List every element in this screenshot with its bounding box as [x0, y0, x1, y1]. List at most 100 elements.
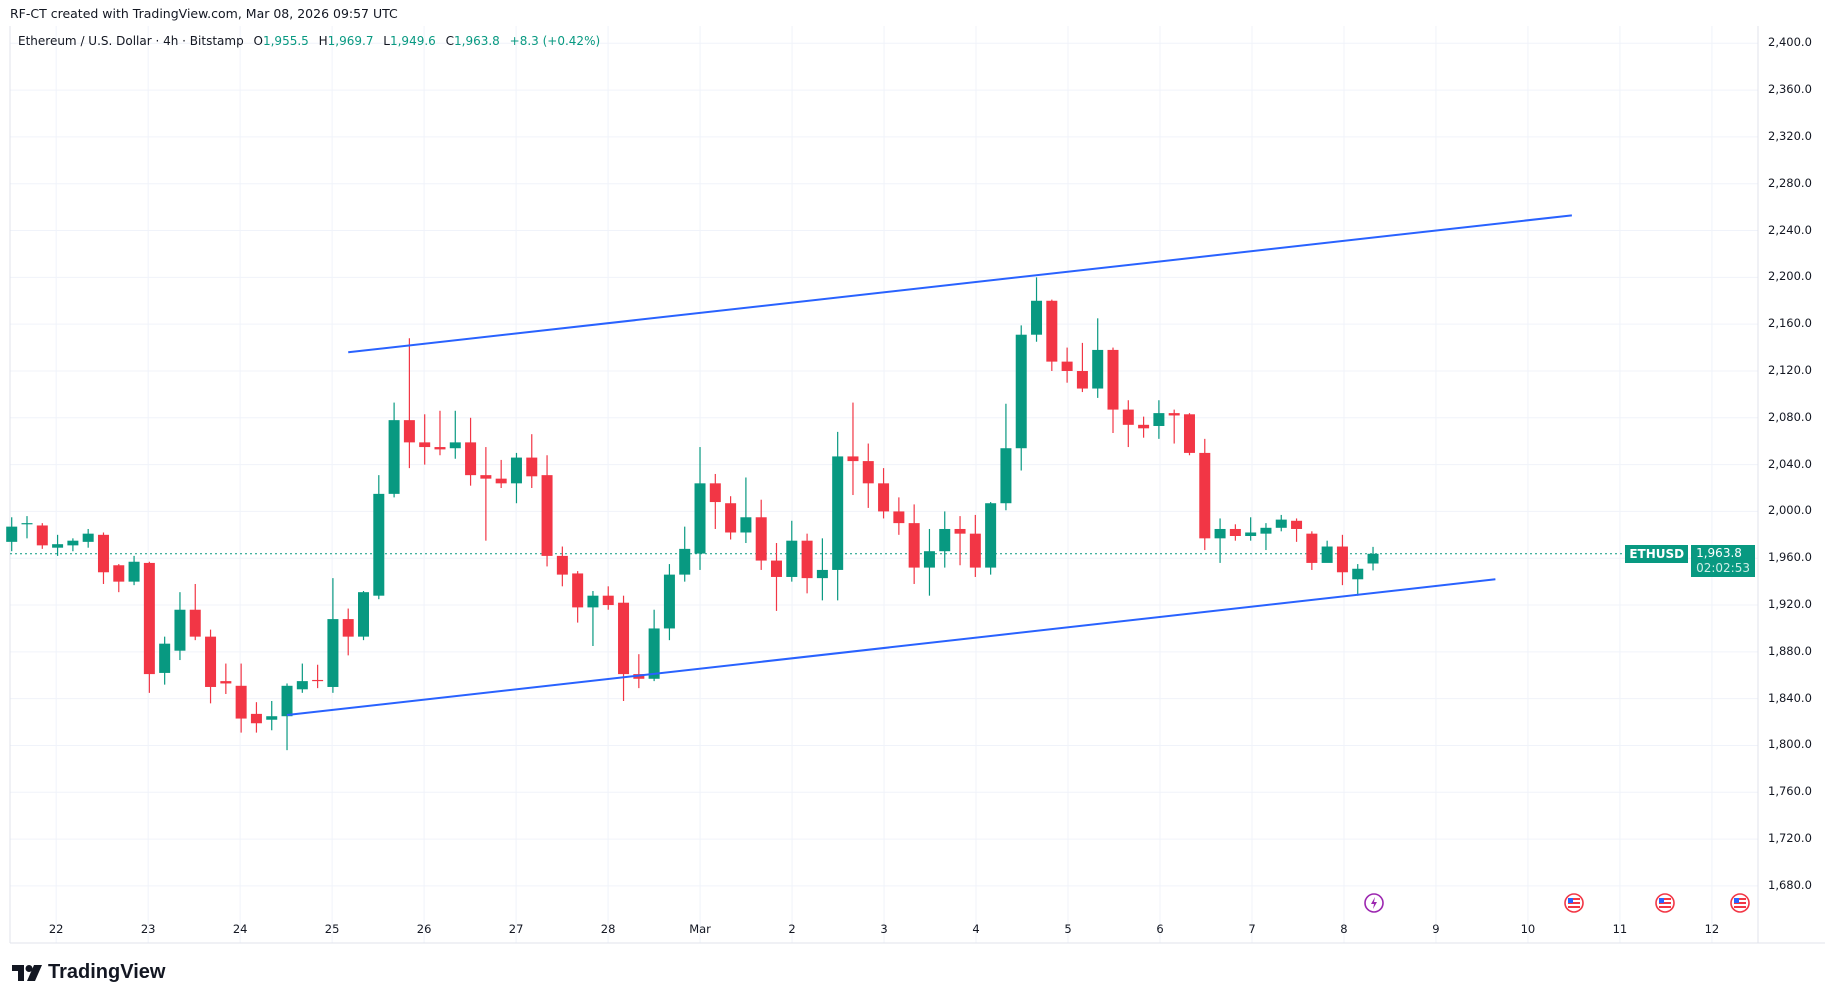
candle — [449, 410, 461, 459]
candle-body — [296, 681, 308, 690]
price-tick-label: 1,960.0 — [1768, 550, 1812, 565]
candle-body — [1153, 413, 1165, 426]
date-tick-label: 7 — [1248, 922, 1256, 936]
last-price-tag: 1,963.8 02:02:53 — [1691, 545, 1755, 577]
candle-body — [908, 523, 920, 568]
candle — [1061, 347, 1073, 383]
candle — [572, 571, 584, 623]
high-label: H — [318, 34, 328, 48]
symbol-title[interactable]: Ethereum / U.S. Dollar · 4h · Bitstamp — [18, 34, 244, 48]
candle-body — [388, 420, 400, 494]
us-flag-icon[interactable] — [1564, 893, 1584, 913]
candle-body — [510, 457, 522, 484]
candle-body — [1352, 568, 1364, 580]
candle — [694, 447, 706, 570]
price-tick-label: 2,120.0 — [1768, 362, 1812, 377]
candle-body — [67, 540, 79, 546]
candle — [786, 520, 798, 582]
price-tick-label: 2,040.0 — [1768, 456, 1812, 471]
tradingview-logo-icon — [12, 964, 42, 981]
candle-body — [449, 442, 461, 449]
candle — [1092, 318, 1104, 398]
candle-body — [1122, 409, 1134, 425]
candle — [954, 516, 966, 566]
candle-body — [1260, 527, 1272, 534]
close-label: C — [445, 34, 455, 48]
candle-body — [358, 592, 370, 637]
candle — [969, 514, 981, 577]
candle-body — [21, 523, 33, 525]
tradingview-logo[interactable]: TradingView — [12, 961, 165, 984]
candle-body — [1291, 520, 1303, 529]
candle-body — [954, 528, 966, 534]
candle — [663, 564, 675, 641]
candle-body — [1306, 533, 1318, 563]
symbol-legend: Ethereum / U.S. Dollar · 4h · Bitstamp O… — [18, 34, 600, 48]
lightning-event-icon[interactable] — [1364, 893, 1384, 913]
candle-body — [327, 619, 339, 687]
candle — [893, 497, 905, 535]
price-tick-label: 2,200.0 — [1768, 269, 1812, 284]
candle-body — [52, 544, 64, 548]
price-tick-label: 1,680.0 — [1768, 877, 1812, 892]
change-value: +8.3 (+0.42%) — [509, 34, 601, 48]
candle-body — [1199, 452, 1211, 539]
candle-body — [969, 533, 981, 568]
us-flag-icon[interactable] — [1655, 893, 1675, 913]
trendlines[interactable] — [286, 214, 1572, 717]
candle-body — [694, 483, 706, 554]
candle — [1352, 564, 1364, 596]
candle-body — [82, 533, 94, 542]
candle — [403, 338, 415, 469]
candle — [266, 701, 278, 731]
candle — [908, 504, 920, 584]
candle-body — [113, 565, 125, 582]
candle — [1306, 531, 1318, 570]
candle — [985, 502, 997, 575]
candle-body — [403, 420, 415, 443]
price-tick-label: 1,880.0 — [1768, 643, 1812, 658]
candle-body — [1275, 519, 1287, 528]
candle-body — [1168, 413, 1180, 416]
candle — [847, 402, 859, 496]
high-value: 1,969.7 — [327, 34, 374, 48]
candle-body — [205, 636, 217, 687]
candle — [1138, 416, 1150, 438]
candle-body — [250, 713, 262, 724]
candle — [419, 414, 431, 465]
candle-body — [281, 685, 293, 717]
candle — [862, 443, 874, 508]
price-tick-label: 1,840.0 — [1768, 690, 1812, 705]
candle — [373, 475, 385, 600]
candle — [434, 410, 446, 456]
candle — [1168, 409, 1180, 444]
candle — [679, 526, 691, 582]
candle-body — [189, 609, 201, 637]
candle-body — [342, 619, 354, 637]
candle — [327, 578, 339, 693]
candle — [205, 629, 217, 704]
candle-body — [587, 595, 599, 608]
candle-body — [939, 528, 951, 552]
candle-body — [786, 540, 798, 577]
candle — [709, 473, 721, 529]
candle — [36, 523, 48, 549]
date-tick-label: 9 — [1432, 922, 1440, 936]
last-price-value: 1,963.8 — [1696, 546, 1742, 560]
candle — [21, 516, 33, 539]
candle-body — [740, 517, 752, 533]
date-tick-label: 4 — [972, 922, 980, 936]
us-flag-icon[interactable] — [1730, 893, 1750, 913]
close-value: 1,963.8 — [454, 34, 500, 48]
candle-body — [128, 561, 140, 582]
date-tick-label: 2 — [788, 922, 796, 936]
candle — [388, 402, 400, 498]
date-tick-label: 6 — [1156, 922, 1164, 936]
candle-body — [679, 548, 691, 575]
trendline — [286, 578, 1496, 717]
candle-body — [602, 595, 614, 606]
open-label: O — [253, 34, 263, 48]
candle-body — [862, 461, 874, 484]
candle — [52, 534, 64, 556]
